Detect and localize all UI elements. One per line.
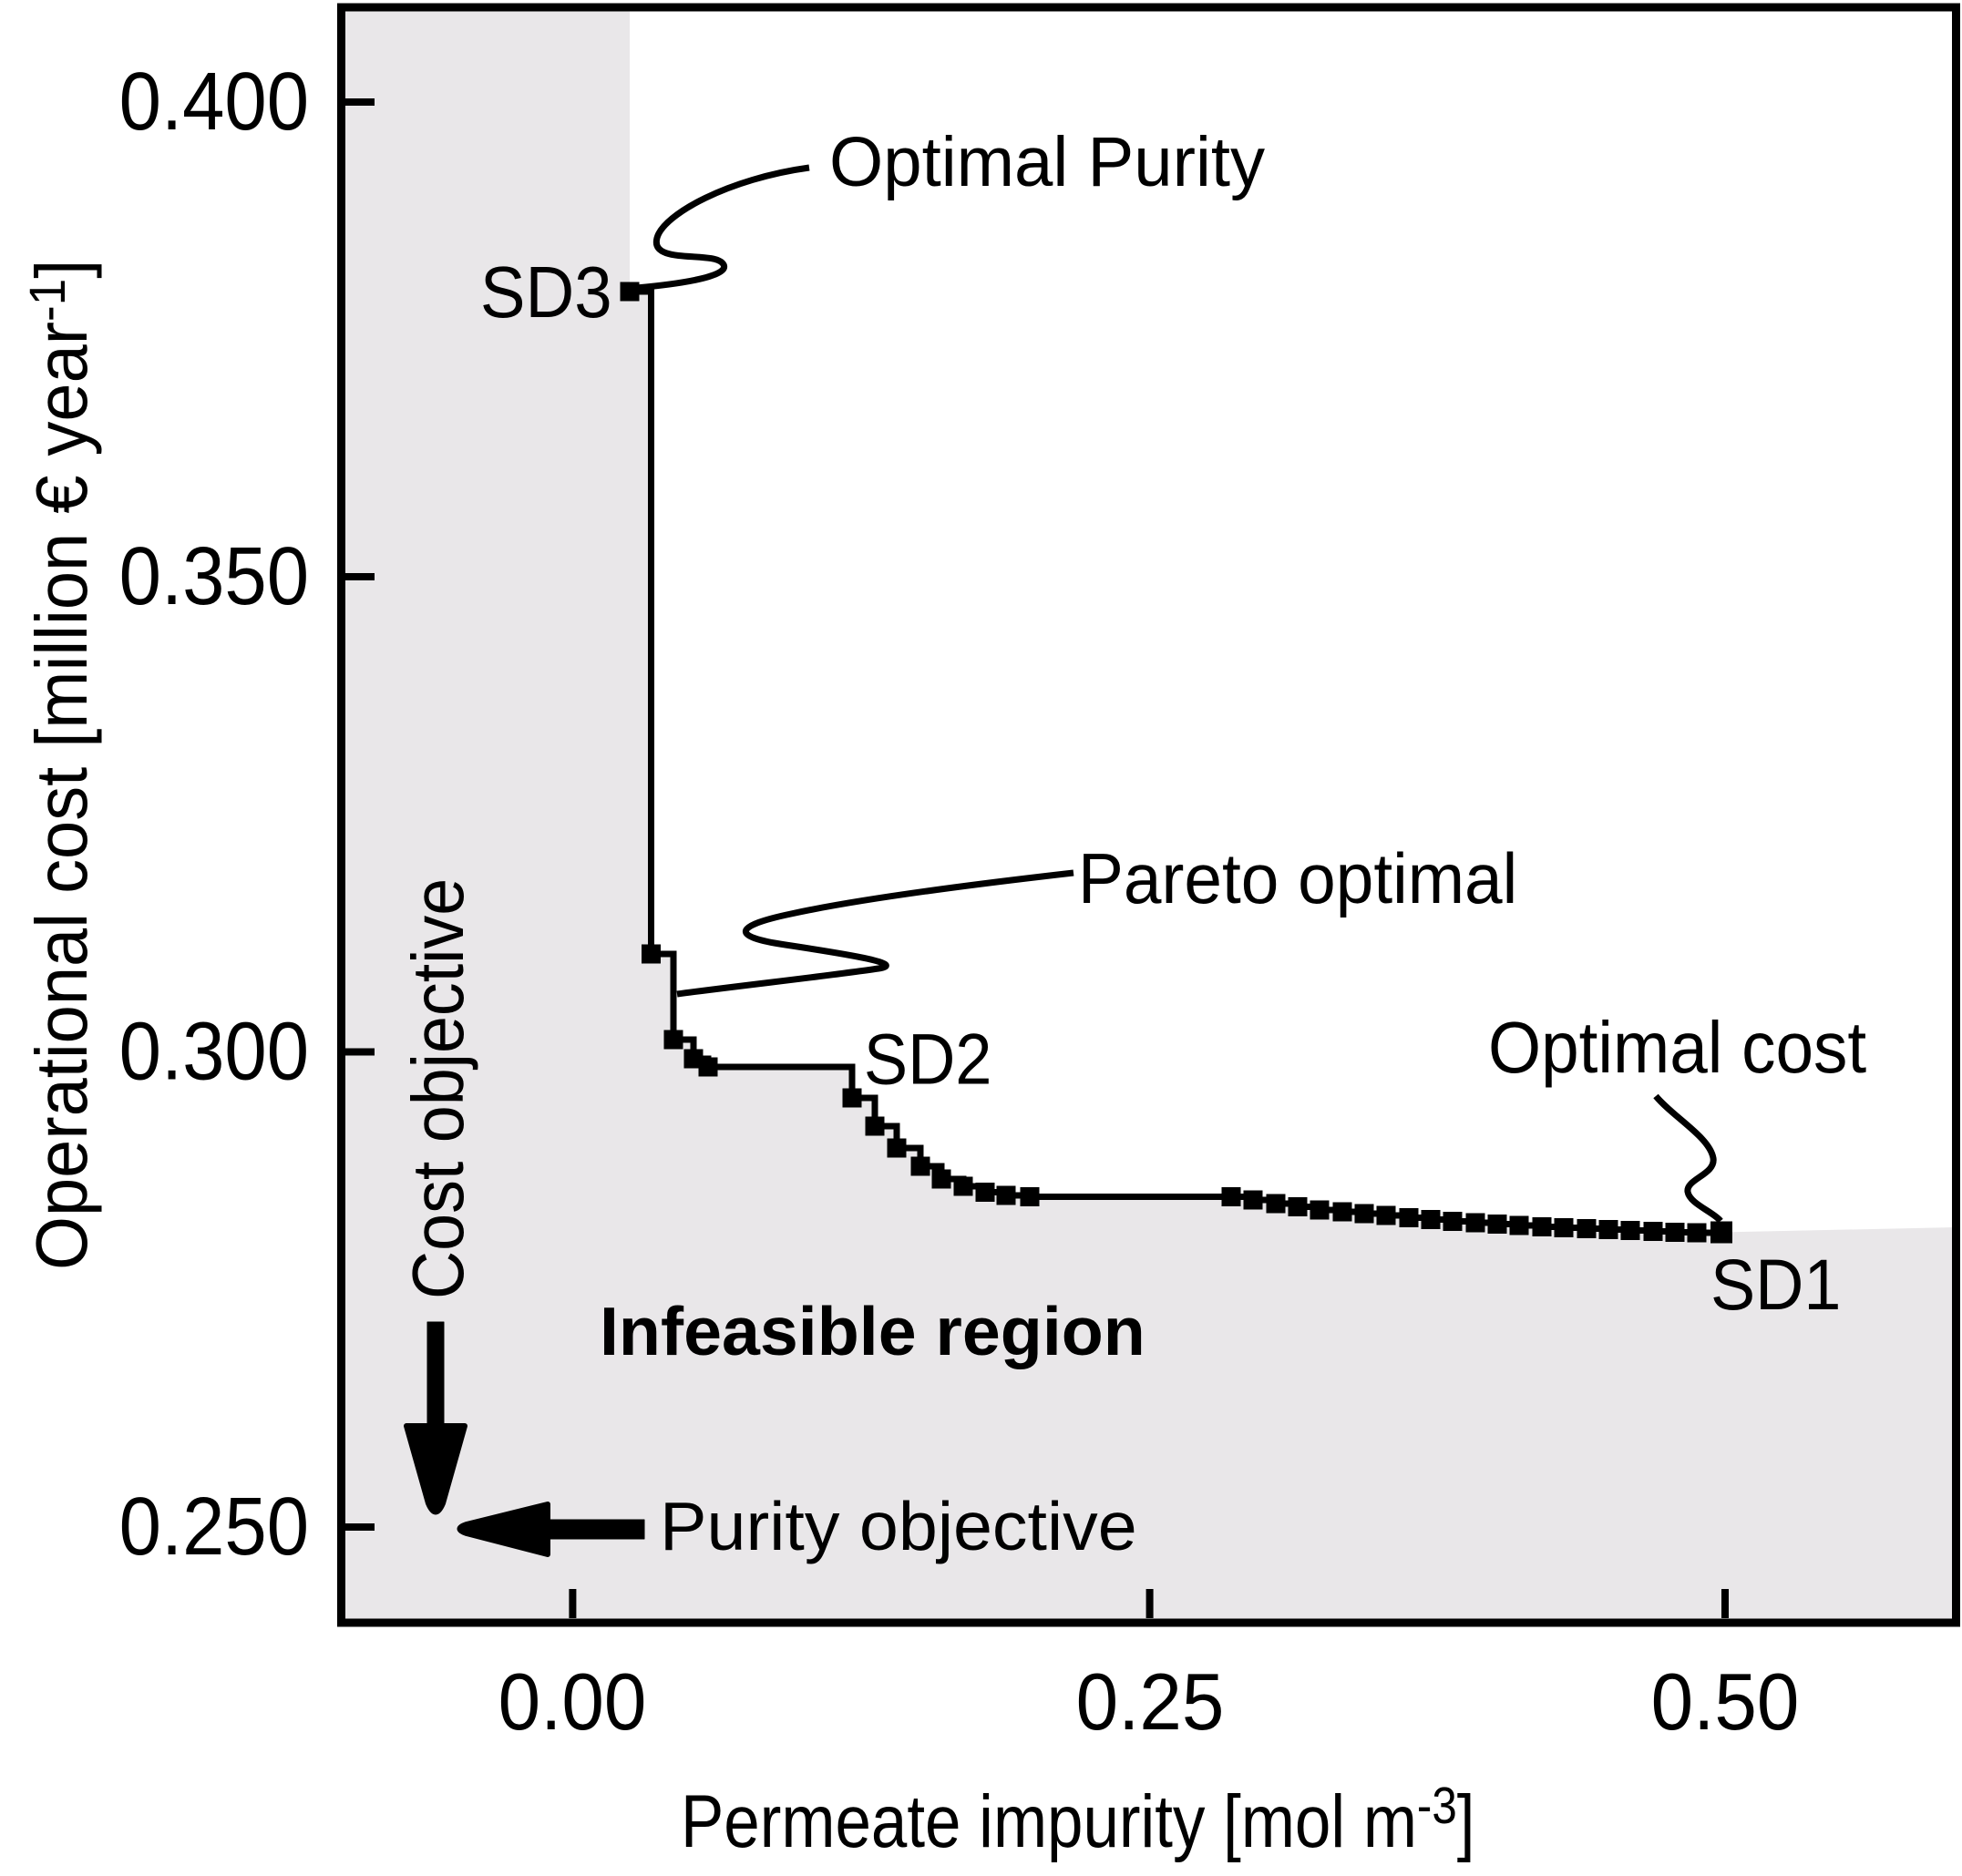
svg-text:0.00: 0.00: [498, 1657, 647, 1747]
svg-text:SD1: SD1: [1710, 1245, 1841, 1325]
svg-text:0.250: 0.250: [119, 1481, 309, 1573]
svg-text:0.350: 0.350: [119, 531, 309, 622]
svg-text:Cost objective: Cost objective: [397, 878, 479, 1299]
svg-text:0.300: 0.300: [119, 1007, 309, 1098]
svg-text:Optimal Purity: Optimal Purity: [829, 124, 1266, 201]
svg-text:Optimal cost: Optimal cost: [1488, 1008, 1866, 1089]
svg-text:0.25: 0.25: [1076, 1657, 1225, 1747]
svg-text:Operational cost [million € ye: Operational cost [million € year-1]: [19, 260, 103, 1270]
svg-text:Purity objective: Purity objective: [660, 1489, 1137, 1565]
svg-text:0.400: 0.400: [119, 56, 309, 148]
svg-text:SD3: SD3: [480, 252, 612, 333]
svg-text:Pareto optimal: Pareto optimal: [1078, 840, 1517, 919]
svg-text:Permeate impurity [mol m-3]: Permeate impurity [mol m-3]: [681, 1778, 1474, 1863]
svg-text:0.50: 0.50: [1651, 1657, 1800, 1747]
svg-text:Infeasible region: Infeasible region: [600, 1293, 1145, 1369]
svg-text:SD2: SD2: [864, 1019, 992, 1100]
